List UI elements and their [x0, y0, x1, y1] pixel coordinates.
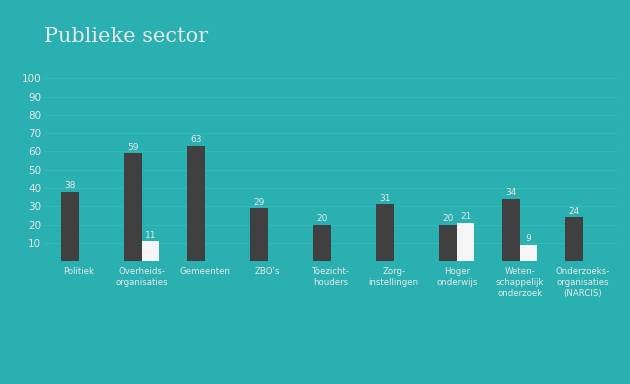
Text: 38: 38 — [64, 181, 76, 190]
Bar — [520, 245, 537, 261]
Bar — [376, 204, 394, 261]
Bar — [61, 192, 79, 261]
Bar — [187, 146, 205, 261]
Text: 24: 24 — [568, 207, 580, 216]
Bar — [457, 223, 474, 261]
Text: 21: 21 — [460, 212, 471, 221]
Bar — [250, 208, 268, 261]
Text: 34: 34 — [505, 189, 517, 197]
Text: 20: 20 — [442, 214, 454, 223]
Bar — [502, 199, 520, 261]
Text: 29: 29 — [253, 198, 265, 207]
Text: 20: 20 — [316, 214, 328, 223]
Text: Publieke sector: Publieke sector — [44, 27, 209, 46]
Text: 63: 63 — [190, 136, 202, 144]
Bar — [142, 241, 159, 261]
Bar — [124, 153, 142, 261]
Text: 31: 31 — [379, 194, 391, 203]
Bar — [439, 225, 457, 261]
Text: 59: 59 — [127, 143, 139, 152]
Bar — [565, 217, 583, 261]
Text: 11: 11 — [145, 230, 156, 240]
Bar — [313, 225, 331, 261]
Text: 9: 9 — [525, 234, 532, 243]
